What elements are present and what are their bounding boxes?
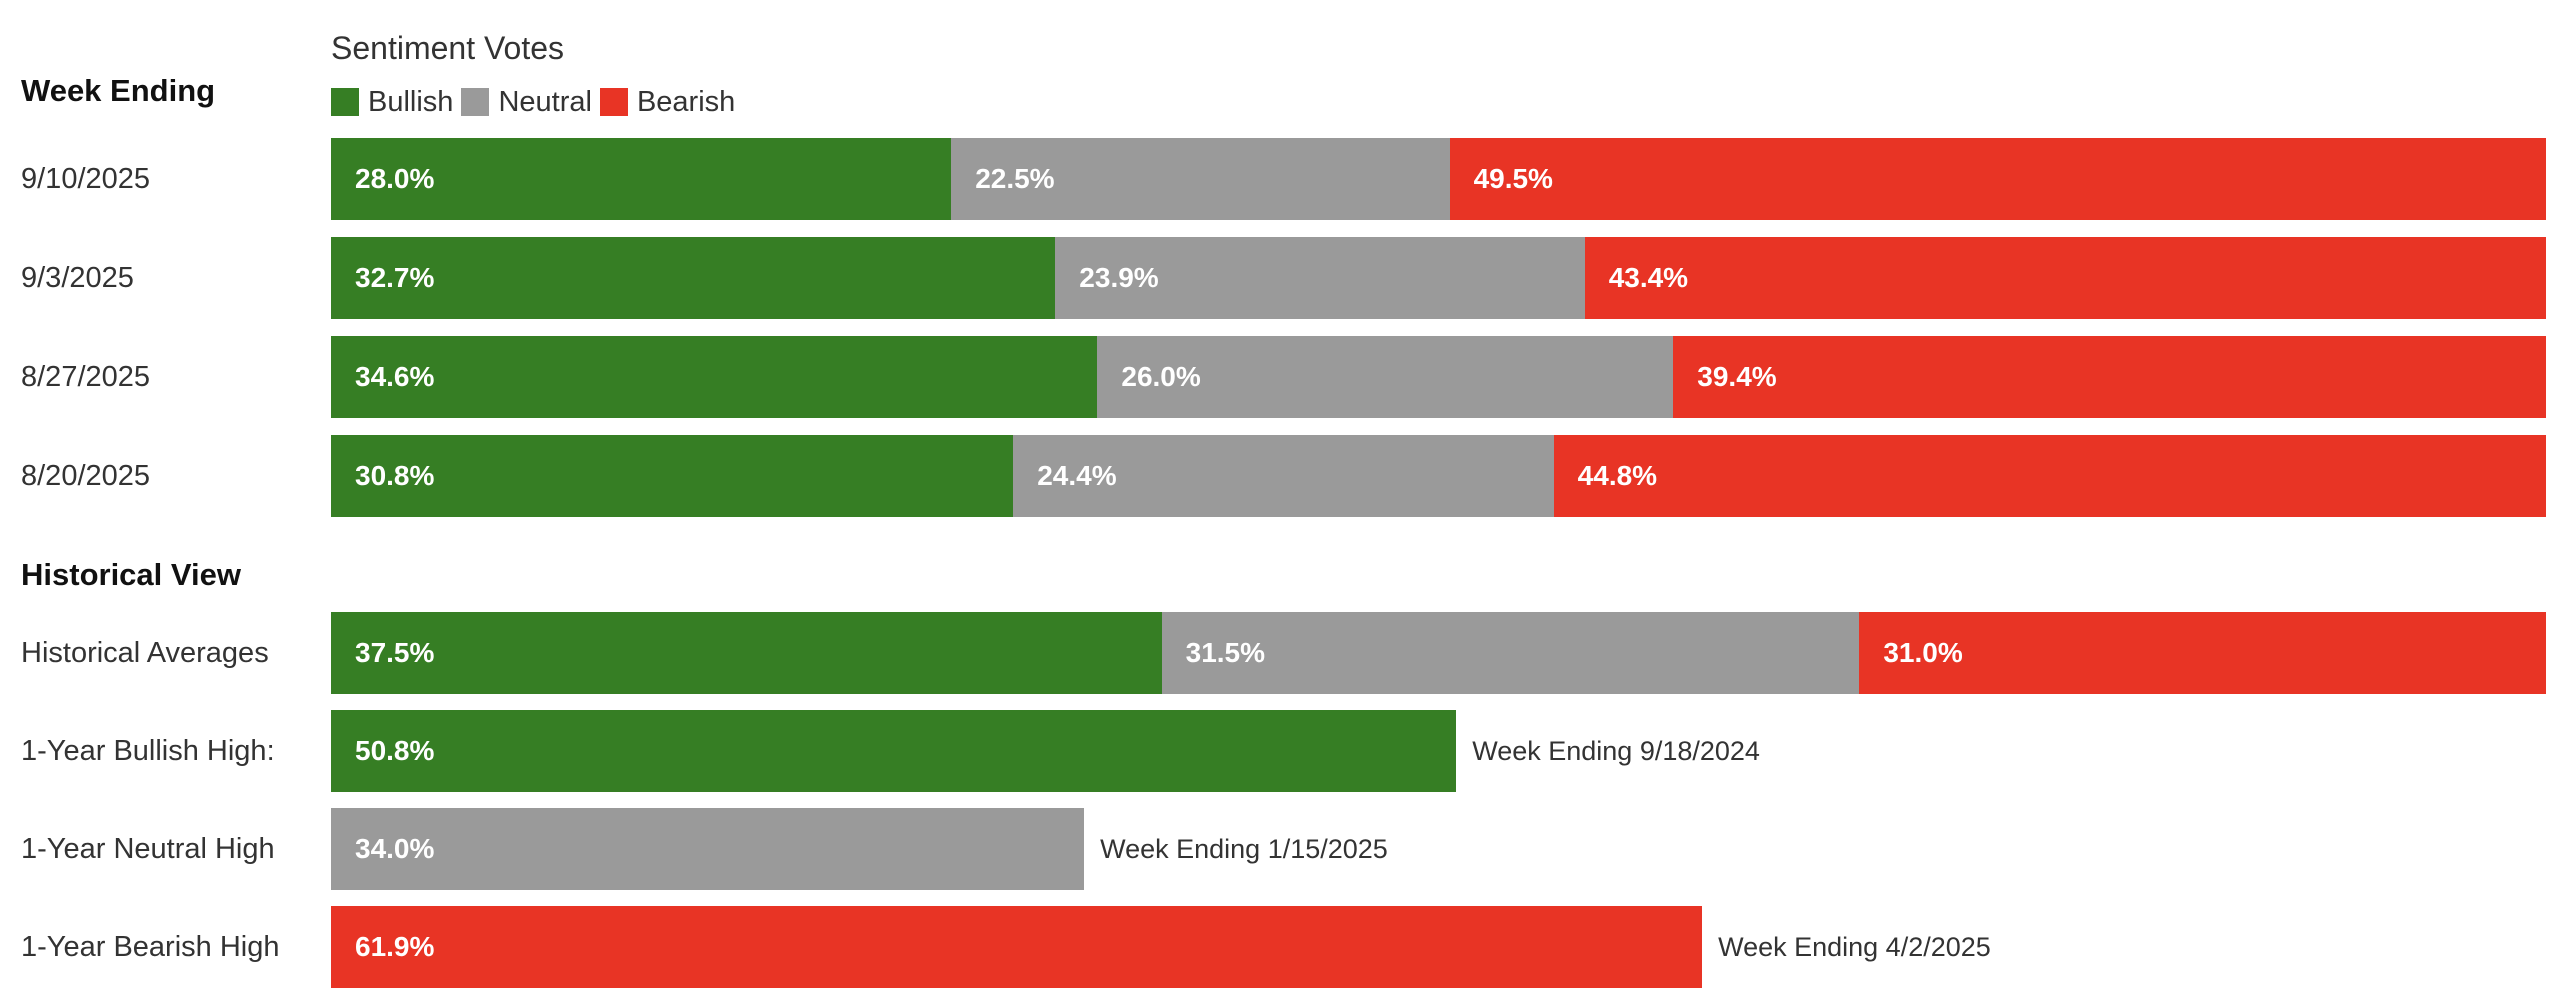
week-label: 8/27/2025 bbox=[21, 361, 151, 393]
data-label-neutral: 34.0% bbox=[355, 833, 435, 864]
bar-segment-bullish: 50.8% bbox=[331, 710, 1457, 792]
data-label-neutral: 23.9% bbox=[1079, 262, 1159, 293]
bar-segment-bearish: 31.0% bbox=[1859, 612, 2546, 694]
data-label-bearish: 43.4% bbox=[1608, 262, 1689, 293]
one-year-high-label: 1-Year Bullish High: bbox=[21, 735, 275, 767]
data-label-bearish: 61.9% bbox=[355, 931, 435, 962]
bar-segment-bearish: 39.4% bbox=[1673, 336, 2546, 418]
week-ending-heading: Week Ending bbox=[21, 73, 216, 108]
legend-swatch-bullish bbox=[331, 88, 359, 116]
historical-view-heading: Historical View bbox=[21, 557, 241, 592]
legend-item-neutral: Neutral bbox=[461, 86, 592, 119]
data-label-bearish: 31.0% bbox=[1883, 637, 1963, 668]
bar-segment-neutral: 23.9% bbox=[1055, 237, 1585, 319]
one-year-high-label: 1-Year Neutral High bbox=[21, 833, 275, 865]
weekly-bar: 32.7% 23.9% 43.4% bbox=[331, 237, 2546, 319]
legend-item-bullish: Bullish bbox=[331, 86, 453, 119]
data-label-neutral: 24.4% bbox=[1037, 460, 1117, 491]
historical-averages-bar: 37.5% 31.5% 31.0% bbox=[331, 612, 2546, 694]
data-label-bullish: 32.7% bbox=[355, 262, 435, 293]
one-year-high-date-note: Week Ending 1/15/2025 bbox=[1100, 834, 1388, 864]
bar-segment-bullish: 32.7% bbox=[331, 237, 1056, 319]
data-label-bullish: 50.8% bbox=[355, 735, 435, 766]
weekly-bar: 28.0% 22.5% 49.5% bbox=[331, 138, 2546, 220]
data-label-bearish: 44.8% bbox=[1577, 460, 1658, 491]
bar-segment-bullish: 37.5% bbox=[331, 612, 1162, 694]
data-label-bullish: 28.0% bbox=[355, 163, 435, 194]
data-label-neutral: 26.0% bbox=[1121, 361, 1201, 392]
historical-averages-label: Historical Averages bbox=[21, 637, 269, 669]
bar-segment-bearish: 44.8% bbox=[1553, 435, 2546, 517]
one-year-neutral-high-bar: 34.0% bbox=[331, 808, 1085, 890]
one-year-high-date-note: Week Ending 4/2/2025 bbox=[1718, 932, 1991, 962]
bar-segment-bullish: 34.6% bbox=[331, 336, 1098, 418]
legend-swatch-bearish bbox=[599, 88, 628, 116]
data-label-neutral: 22.5% bbox=[975, 163, 1055, 194]
week-label: 9/10/2025 bbox=[21, 163, 151, 195]
bar-segment-bullish: 28.0% bbox=[331, 138, 952, 220]
weekly-bar: 30.8% 24.4% 44.8% bbox=[331, 435, 2546, 517]
bar-segment-bearish: 61.9% bbox=[331, 906, 1703, 988]
bar-segment-bearish: 49.5% bbox=[1449, 138, 2546, 220]
bar-segment-neutral: 34.0% bbox=[331, 808, 1085, 890]
data-label-neutral: 31.5% bbox=[1185, 637, 1266, 668]
bar-segment-neutral: 26.0% bbox=[1097, 336, 1674, 418]
week-label: 8/20/2025 bbox=[21, 460, 151, 492]
bar-segment-neutral: 31.5% bbox=[1161, 612, 1860, 694]
legend-label-bearish: Bearish bbox=[636, 85, 736, 118]
legend-title: Sentiment Votes bbox=[331, 30, 565, 66]
legend-label-neutral: Neutral bbox=[498, 85, 592, 118]
legend-label-bullish: Bullish bbox=[368, 85, 454, 118]
weekly-bar: 34.6% 26.0% 39.4% bbox=[331, 336, 2546, 418]
data-label-bearish: 49.5% bbox=[1473, 163, 1553, 194]
legend-item-bearish: Bearish bbox=[599, 85, 736, 119]
data-label-bullish: 37.5% bbox=[355, 637, 435, 668]
one-year-high-label: 1-Year Bearish High bbox=[21, 931, 280, 963]
bar-segment-bearish: 43.4% bbox=[1584, 237, 2546, 319]
data-label-bearish: 39.4% bbox=[1697, 361, 1777, 392]
legend: Bullish Neutral Bearish bbox=[331, 80, 743, 124]
one-year-bullish-high-bar: 50.8% bbox=[331, 710, 1457, 792]
bar-segment-bullish: 30.8% bbox=[331, 435, 1014, 517]
data-label-bullish: 30.8% bbox=[355, 460, 435, 491]
legend-swatch-neutral bbox=[461, 88, 490, 116]
one-year-bearish-high-bar: 61.9% bbox=[331, 906, 1703, 988]
week-label: 9/3/2025 bbox=[21, 262, 134, 294]
one-year-high-date-note: Week Ending 9/18/2024 bbox=[1472, 736, 1760, 766]
bar-segment-neutral: 22.5% bbox=[951, 138, 1450, 220]
bar-segment-neutral: 24.4% bbox=[1013, 435, 1554, 517]
data-label-bullish: 34.6% bbox=[355, 361, 435, 392]
